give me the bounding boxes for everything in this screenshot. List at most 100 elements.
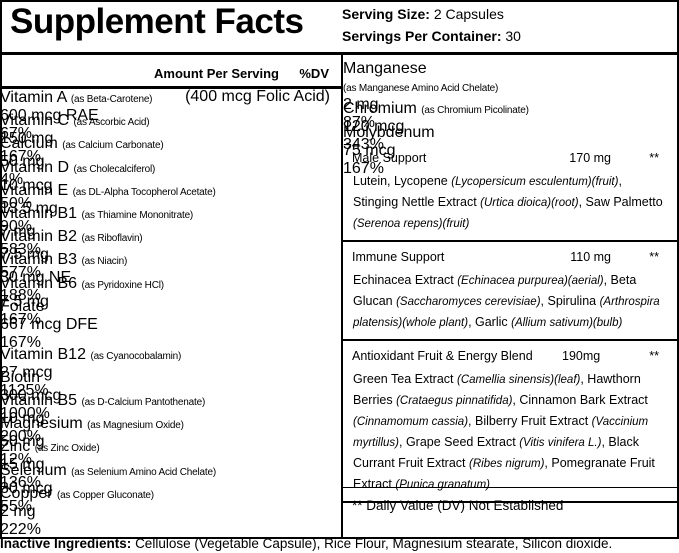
- nutrient-name: Vitamin B6: [0, 274, 78, 292]
- nutrient-source: (as Chromium Picolinate): [421, 105, 529, 116]
- left-column: Amount Per Serving %DV Vitamin A (as Bet…: [0, 62, 341, 538]
- nutrient: Calcium (as Calcium Carbonate): [0, 135, 341, 153]
- servings-per-container: Servings Per Container: 30: [342, 28, 521, 44]
- amount: 120 mcg: [343, 118, 405, 135]
- nutrient-row: Vitamin B6 (as Pyridoxine HCl) 7.5 mg 167%: [0, 274, 341, 328]
- amount: 150 mg: [0, 130, 54, 148]
- blend-name: Antioxidant Fruit & Energy Blend: [352, 349, 533, 363]
- nutrient-row: Vitamin C (as Ascorbic Acid) 150 mg 167%: [0, 112, 341, 165]
- nutrient-row: Vitamin B3 (as Niacin) 30 mg NE 188%: [0, 251, 341, 304]
- nutrient-source: (as Thiamine Mononitrate): [81, 209, 194, 221]
- serving-size-label: Serving Size:: [342, 6, 430, 22]
- nutrient-name: Molybdenum: [343, 123, 435, 141]
- amount: 7 mg: [0, 222, 36, 240]
- servings-label: Servings Per Container:: [342, 28, 502, 44]
- nutrient-row: Vitamin A (as Beta-Carotene) 600 mcg RAE 6…: [0, 89, 341, 142]
- nutrient-name: Biotin: [0, 368, 41, 386]
- nutrient-row: Biotin 300 mcg 1000%: [0, 369, 341, 422]
- ingredient: , Black Currant Fruit Extract: [353, 435, 639, 470]
- ingredient: , Beta Glucan: [353, 273, 637, 308]
- amount: 600 mcg RAE: [0, 107, 99, 124]
- nutrient: Vitamin B5 (as D-Calcium Pantothenate): [0, 392, 341, 410]
- daily-value: 167%: [0, 148, 41, 166]
- title: Supplement Facts: [10, 2, 304, 41]
- nutrient-name: Zinc: [0, 438, 31, 456]
- blend-dv: **: [649, 349, 659, 363]
- inactive-ingredients: Inactive Ingredients: Cellulose (Vegetab…: [0, 536, 612, 551]
- ingredient: , Stinging Nettle Extract: [353, 174, 622, 209]
- nutrient-source: (as Magnesium Oxide): [87, 420, 184, 432]
- nutrient-name: Folate: [0, 297, 45, 315]
- nutrient-row: Zinc (as Zinc Oxide) 15 mg 136%: [0, 438, 341, 491]
- ingredient: , Spirulina: [540, 294, 600, 308]
- nutrient-source: (as Pyridoxine HCl): [81, 279, 165, 291]
- serving-size: Serving Size: 2 Capsules: [342, 6, 504, 22]
- dv-header: %DV: [299, 66, 329, 81]
- ingredient: Lutein, Lycopene: [353, 174, 452, 188]
- botanical-name: (Vaccinium myrtillus): [353, 416, 649, 449]
- ingredient: , Garlic: [468, 315, 512, 329]
- column-divider: [341, 55, 343, 538]
- nutrient-source: (as DL-Alpha Tocopherol Acetate): [72, 186, 216, 198]
- daily-value: 583%: [0, 240, 41, 258]
- botanical-name: (Vitis vinifera L.): [519, 437, 602, 449]
- nutrient-name: Vitamin E: [0, 181, 69, 199]
- nutrient-row: Vitamin E (as DL-Alpha Tocopherol Acetat…: [0, 182, 341, 235]
- daily-value: 1125%: [0, 381, 49, 399]
- nutrient: Folate: [0, 298, 341, 316]
- daily-value: 55%: [0, 497, 33, 515]
- nutrient-row: Copper (as Copper Gluconate) 2 mg 222%: [0, 485, 341, 538]
- inactive-label: Inactive Ingredients:: [0, 536, 132, 551]
- amount: 30 mg NE: [0, 269, 72, 287]
- nutrient: Vitamin E (as DL-Alpha Tocopherol Acetat…: [0, 182, 341, 200]
- ingredient: , Bilberry Fruit Extract: [468, 414, 592, 428]
- botanical-name: (Cinnamomum cassia): [353, 416, 469, 428]
- daily-value: 167%: [0, 310, 41, 328]
- nutrient: Vitamin A (as Beta-Carotene): [0, 89, 341, 107]
- botanical-name: (Saccharomyces cerevisiae): [396, 296, 541, 308]
- inactive-text: Cellulose (Vegetable Capsule), Rice Flou…: [135, 536, 613, 551]
- botanical-name: (Allium sativum)(bulb): [511, 317, 623, 329]
- blend-description: Green Tea Extract (Camellia sinensis)(le…: [343, 369, 677, 495]
- nutrient: Biotin: [0, 369, 341, 387]
- label-border: [0, 0, 679, 539]
- nutrient-row: Manganese (as Manganese Amino Acid Chelat…: [343, 60, 677, 131]
- amount: 50 mg: [0, 433, 45, 451]
- amount: 2 mg: [0, 502, 36, 520]
- daily-value: 67%: [0, 125, 33, 142]
- nutrient-row: Vitamin B2 (as Riboflavin) 7.5 mg 577%: [0, 228, 341, 281]
- blend-header: Immune Support 110 mg **: [343, 246, 677, 270]
- nutrient-name: Magnesium: [0, 415, 83, 433]
- blend-name: Male Support: [352, 151, 427, 165]
- nutrient-source: (as Selenium Amino Acid Chelate): [71, 466, 216, 478]
- daily-value: 50%: [0, 194, 33, 212]
- botanical-name: (Crataegus pinnatifida): [396, 395, 513, 407]
- blend-dv: **: [649, 151, 659, 165]
- nutrient-name: Vitamin B12: [0, 345, 86, 363]
- ingredient: , Saw Palmetto: [578, 195, 663, 209]
- nutrient-source: (as Cholecalciferol): [73, 163, 156, 175]
- botanical-name: (Punica granatum): [395, 479, 490, 491]
- blend-amount: 190mg: [562, 349, 601, 363]
- amount: 10 mg: [0, 410, 45, 428]
- nutrient: Vitamin B2 (as Riboflavin): [0, 228, 341, 246]
- amount: 300 mcg: [0, 386, 62, 404]
- nutrient: Selenium (as Selenium Amino Acid Chelate…: [0, 462, 341, 480]
- nutrient: Vitamin C (as Ascorbic Acid): [0, 112, 341, 130]
- daily-value: 87%: [343, 114, 376, 131]
- nutrient: Vitamin B1 (as Thiamine Mononitrate): [0, 205, 341, 223]
- blend: Male Support 170 mg ** Lutein, Lycopene (Ly…: [343, 147, 677, 242]
- daily-value: 577%: [0, 264, 41, 282]
- amount: 667 mcg DFE: [0, 315, 98, 333]
- ingredient: Echinacea Extract: [353, 273, 458, 287]
- nutrient-row: Vitamin B12 (as Cyanocobalamin) 27 mcg 112…: [0, 345, 341, 399]
- amount-header: Amount Per Serving: [154, 66, 279, 81]
- nutrient: Magnesium (as Magnesium Oxide): [0, 415, 341, 433]
- blend-header: Antioxidant Fruit & Energy Blend 190mg **: [343, 345, 677, 369]
- amount: 13.5 mg: [0, 199, 58, 217]
- nutrient-row: Vitamin D (as Cholecalciferol) 10 mcg 50%: [0, 159, 341, 212]
- daily-value: 167%: [0, 333, 41, 351]
- amount: 10 mcg: [0, 176, 53, 194]
- blend-description: Lutein, Lycopene (Lycopersicum esculentu…: [343, 171, 677, 234]
